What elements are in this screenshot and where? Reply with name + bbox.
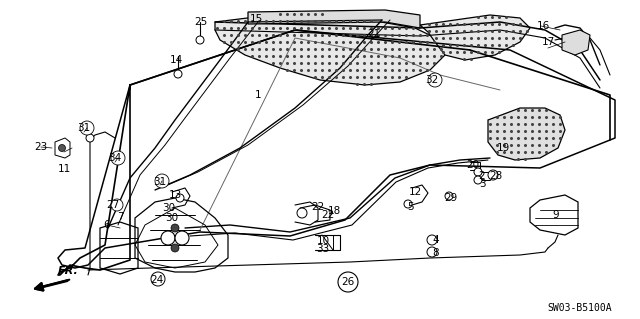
Circle shape	[113, 153, 123, 163]
Text: 30: 30	[165, 213, 179, 223]
Circle shape	[113, 201, 121, 209]
Text: 7: 7	[116, 212, 124, 222]
Text: 5: 5	[406, 202, 413, 212]
Circle shape	[80, 121, 94, 135]
Text: 2: 2	[479, 171, 485, 181]
Text: 10: 10	[316, 236, 330, 246]
Circle shape	[82, 123, 92, 133]
Circle shape	[176, 194, 184, 202]
Circle shape	[430, 75, 440, 85]
Text: 31: 31	[77, 123, 91, 133]
Circle shape	[488, 170, 498, 180]
Circle shape	[161, 231, 175, 245]
Circle shape	[297, 208, 307, 218]
Polygon shape	[488, 108, 565, 160]
Text: 18: 18	[328, 206, 340, 216]
Circle shape	[155, 174, 169, 188]
Text: 8: 8	[433, 248, 439, 258]
Text: 20: 20	[467, 160, 479, 170]
Text: 11: 11	[58, 164, 70, 174]
Text: 19: 19	[497, 143, 509, 153]
Text: 14: 14	[170, 55, 182, 65]
Circle shape	[111, 199, 123, 211]
Polygon shape	[562, 30, 590, 55]
Circle shape	[58, 145, 65, 152]
Circle shape	[86, 134, 94, 142]
Text: 12: 12	[408, 187, 422, 197]
Text: 25: 25	[195, 17, 207, 27]
Circle shape	[157, 176, 167, 186]
Text: 30: 30	[163, 203, 175, 213]
Circle shape	[196, 36, 204, 44]
Text: 22: 22	[321, 210, 335, 220]
Circle shape	[427, 235, 437, 245]
Text: 21: 21	[367, 29, 381, 39]
Text: SW03-B5100A: SW03-B5100A	[548, 303, 612, 313]
Circle shape	[174, 70, 182, 78]
Polygon shape	[215, 12, 445, 85]
Text: 4: 4	[433, 235, 439, 245]
Circle shape	[111, 151, 125, 165]
Text: 27: 27	[106, 200, 120, 210]
Text: FR.: FR.	[58, 266, 79, 276]
Text: 9: 9	[553, 210, 559, 220]
Text: 32: 32	[426, 75, 438, 85]
Text: 22: 22	[312, 202, 324, 212]
Circle shape	[171, 224, 179, 232]
Circle shape	[341, 275, 355, 289]
Text: 17: 17	[541, 37, 555, 47]
Text: 29: 29	[444, 193, 458, 203]
Text: 6: 6	[104, 220, 110, 230]
Text: 1: 1	[255, 90, 261, 100]
Text: 3: 3	[479, 179, 485, 189]
Circle shape	[338, 272, 358, 292]
Text: 15: 15	[250, 14, 262, 24]
Text: 34: 34	[108, 153, 122, 163]
Polygon shape	[248, 10, 420, 28]
Text: 26: 26	[341, 277, 355, 287]
Text: 24: 24	[150, 275, 164, 285]
Text: 16: 16	[536, 21, 550, 31]
Circle shape	[151, 272, 165, 286]
Circle shape	[428, 73, 442, 87]
Text: 33: 33	[316, 244, 330, 254]
Text: 28: 28	[490, 171, 502, 181]
Text: 13: 13	[168, 190, 182, 200]
Polygon shape	[420, 15, 530, 60]
Circle shape	[474, 168, 482, 176]
Circle shape	[171, 244, 179, 252]
Circle shape	[404, 200, 412, 208]
Circle shape	[445, 192, 453, 200]
Text: 31: 31	[154, 177, 166, 187]
Circle shape	[175, 231, 189, 245]
Circle shape	[427, 247, 437, 257]
Circle shape	[153, 274, 163, 284]
Circle shape	[474, 176, 482, 184]
Text: 23: 23	[35, 142, 47, 152]
